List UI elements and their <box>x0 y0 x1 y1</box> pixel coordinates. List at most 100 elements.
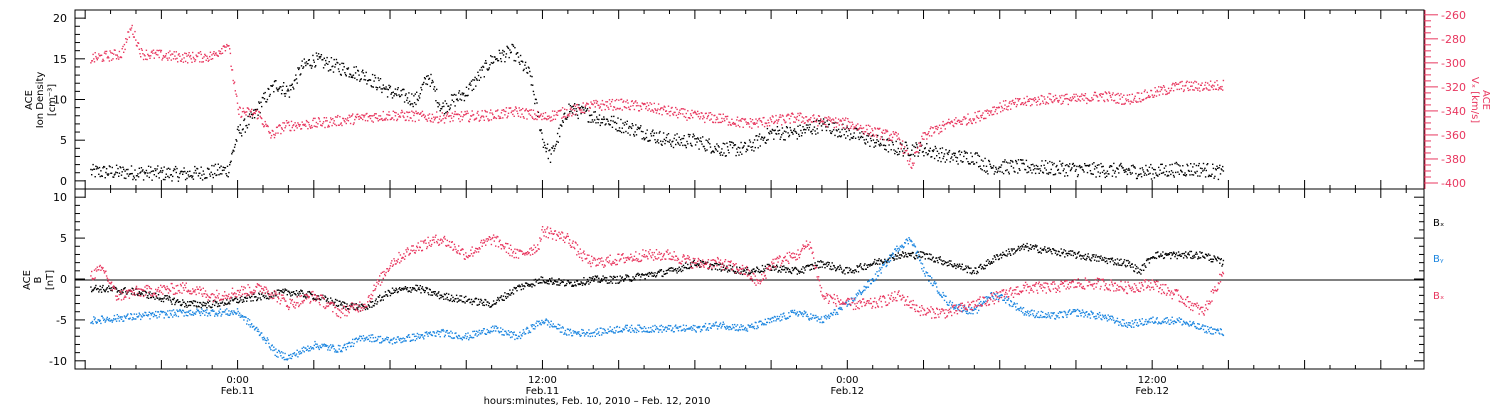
density-point <box>919 149 921 151</box>
density-point <box>703 145 705 148</box>
vx-point <box>734 122 736 125</box>
bx-point <box>1151 257 1153 259</box>
density-point <box>396 88 399 91</box>
bx-point <box>1035 246 1037 248</box>
density-point <box>753 139 756 141</box>
density-point <box>149 172 151 174</box>
bx-point <box>1066 252 1068 255</box>
density-point <box>611 126 614 128</box>
vx-point <box>822 120 825 122</box>
bx-point <box>754 271 756 273</box>
vx-point <box>123 43 126 46</box>
vx-point <box>232 79 234 82</box>
bx-point <box>520 288 522 291</box>
bx-point <box>107 291 109 293</box>
density-point <box>184 170 186 173</box>
vx-point <box>1121 96 1124 98</box>
density-point <box>1175 171 1177 174</box>
density-point <box>854 137 857 139</box>
bx-point <box>859 264 861 266</box>
density-point <box>1171 163 1173 166</box>
bx-point <box>736 266 738 268</box>
density-point <box>238 129 240 132</box>
vx-point <box>968 122 970 124</box>
vx-point <box>1077 98 1079 100</box>
density-point <box>342 69 344 71</box>
bx-point <box>800 271 802 273</box>
vx-point <box>493 116 495 118</box>
bx-point <box>1024 246 1026 248</box>
density-point <box>691 145 693 147</box>
density-point <box>591 119 594 121</box>
vx-point <box>316 126 318 128</box>
vx-point <box>98 53 100 55</box>
density-point <box>560 124 562 126</box>
bx-point <box>633 277 636 279</box>
bx-point <box>364 308 367 311</box>
density-point <box>633 133 635 136</box>
bx-point <box>524 285 526 288</box>
vx-point <box>519 109 521 112</box>
density-point <box>376 88 378 91</box>
vx-point <box>1076 100 1078 102</box>
density-point <box>973 163 976 165</box>
density-point <box>174 165 177 168</box>
density-point <box>1093 168 1096 170</box>
vx-point <box>702 115 705 117</box>
vx-point <box>1047 102 1050 105</box>
vx-point <box>714 114 716 117</box>
bx-point <box>983 268 985 270</box>
bx-point <box>665 273 667 275</box>
bx-point <box>1064 250 1067 252</box>
density-point <box>997 170 999 172</box>
vx-point <box>1073 93 1075 96</box>
bx-point <box>871 264 873 266</box>
vx-point <box>311 126 313 129</box>
bx-point <box>374 300 377 302</box>
vx-point <box>521 113 523 115</box>
density-point <box>679 144 681 146</box>
density-point <box>948 151 950 153</box>
density-point <box>197 175 200 177</box>
bx-point <box>779 266 781 268</box>
vx-point <box>352 123 355 126</box>
bx-point <box>203 304 205 307</box>
vx-point <box>179 55 181 57</box>
bx-point <box>889 257 891 259</box>
vx-point <box>1079 100 1082 102</box>
vx-point <box>196 55 199 58</box>
density-point <box>756 139 759 141</box>
bx-point <box>251 295 253 298</box>
vx-point <box>1050 99 1052 101</box>
bx-point <box>1154 257 1156 259</box>
vx-point <box>280 132 282 135</box>
density-point <box>898 153 900 155</box>
vx-point <box>1084 95 1086 97</box>
density-point <box>272 84 274 86</box>
vx-point <box>261 117 263 120</box>
bx-point <box>474 298 476 300</box>
vx-point <box>251 108 253 111</box>
vx-point <box>890 133 892 136</box>
vx-point <box>538 116 540 118</box>
density-point <box>214 163 217 166</box>
vx-point <box>541 118 543 121</box>
vx-point <box>113 49 116 51</box>
bx-point <box>211 306 213 308</box>
bx-point <box>324 295 326 297</box>
density-point <box>838 135 840 137</box>
density-point <box>1188 170 1190 172</box>
vx-point <box>1027 98 1030 101</box>
vx-point <box>881 131 883 133</box>
vx-point <box>1148 96 1151 99</box>
vx-point <box>224 46 226 48</box>
vx-point <box>914 152 917 154</box>
bx-point <box>273 295 275 297</box>
density-point <box>783 139 785 141</box>
bx-point <box>784 267 786 269</box>
vx-point <box>114 49 116 51</box>
vx-point <box>1201 82 1203 84</box>
vx-point <box>453 113 456 115</box>
vx-point <box>229 48 231 50</box>
density-point <box>157 165 159 167</box>
